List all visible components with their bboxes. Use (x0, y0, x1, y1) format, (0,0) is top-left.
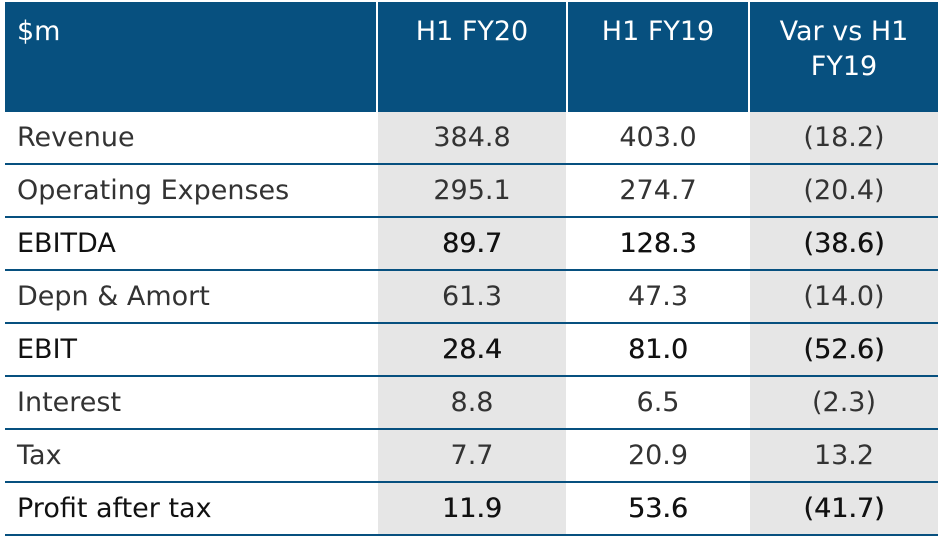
table-row: Interest 8.8 6.5 (2.3) (5, 376, 938, 430)
variance-value-cell: (2.3) (749, 376, 938, 430)
table-row: Revenue 384.8 403.0 (18.2) (5, 112, 938, 165)
table-row: EBIT 28.4 81.0 (52.6) (5, 323, 938, 377)
variance-value-cell: (41.7) (749, 482, 938, 536)
table-row: Depn & Amort 61.3 47.3 (14.0) (5, 270, 938, 324)
variance-value-cell: (38.6) (749, 217, 938, 271)
h1-fy20-value-cell: 61.3 (377, 270, 568, 324)
h1-fy20-value-cell: 7.7 (377, 429, 568, 483)
h1-fy19-value-cell: 6.5 (567, 376, 750, 430)
table-row: Profit after tax 11.9 53.6 (41.7) (5, 482, 938, 536)
table-body: Revenue 384.8 403.0 (18.2) Operating Expense… (5, 112, 938, 536)
row-label-cell: Operating Expenses (5, 164, 378, 218)
variance-value-cell: (52.6) (749, 323, 938, 377)
h1-fy20-value-cell: 89.7 (377, 217, 568, 271)
table-row: Operating Expenses 295.1 274.7 (20.4) (5, 164, 938, 218)
h1-fy20-value-cell: 8.8 (377, 376, 568, 430)
header-cell-h1-fy20: H1 FY20 (377, 2, 568, 112)
h1-fy19-value-cell: 128.3 (567, 217, 750, 271)
h1-fy20-value-cell: 11.9 (377, 482, 568, 536)
variance-value-cell: (14.0) (749, 270, 938, 324)
h1-fy20-value-cell: 28.4 (377, 323, 568, 377)
h1-fy19-value-cell: 403.0 (567, 112, 750, 165)
table-row: Tax 7.7 20.9 13.2 (5, 429, 938, 483)
row-label-cell: Depn & Amort (5, 270, 378, 324)
h1-fy20-value-cell: 384.8 (377, 112, 568, 165)
variance-value-cell: 13.2 (749, 429, 938, 483)
row-label-cell: Tax (5, 429, 378, 483)
row-label-cell: Revenue (5, 112, 378, 165)
h1-fy19-value-cell: 47.3 (567, 270, 750, 324)
variance-value-cell: (18.2) (749, 112, 938, 165)
financial-summary-table: $m H1 FY20 H1 FY19 Var vs H1 FY19 Revenu… (5, 2, 938, 536)
financial-summary-table-container: $m H1 FY20 H1 FY19 Var vs H1 FY19 Revenu… (5, 2, 938, 536)
table-header: $m H1 FY20 H1 FY19 Var vs H1 FY19 (5, 2, 938, 112)
h1-fy19-value-cell: 81.0 (567, 323, 750, 377)
table-row: EBITDA 89.7 128.3 (38.6) (5, 217, 938, 271)
row-label-cell: EBIT (5, 323, 378, 377)
header-cell-h1-fy19: H1 FY19 (567, 2, 750, 112)
row-label-cell: EBITDA (5, 217, 378, 271)
h1-fy20-value-cell: 295.1 (377, 164, 568, 218)
h1-fy19-value-cell: 53.6 (567, 482, 750, 536)
row-label-cell: Interest (5, 376, 378, 430)
header-cell-units: $m (5, 2, 378, 112)
row-label-cell: Profit after tax (5, 482, 378, 536)
h1-fy19-value-cell: 20.9 (567, 429, 750, 483)
header-cell-variance: Var vs H1 FY19 (749, 2, 938, 112)
h1-fy19-value-cell: 274.7 (567, 164, 750, 218)
variance-value-cell: (20.4) (749, 164, 938, 218)
header-row: $m H1 FY20 H1 FY19 Var vs H1 FY19 (5, 2, 938, 112)
